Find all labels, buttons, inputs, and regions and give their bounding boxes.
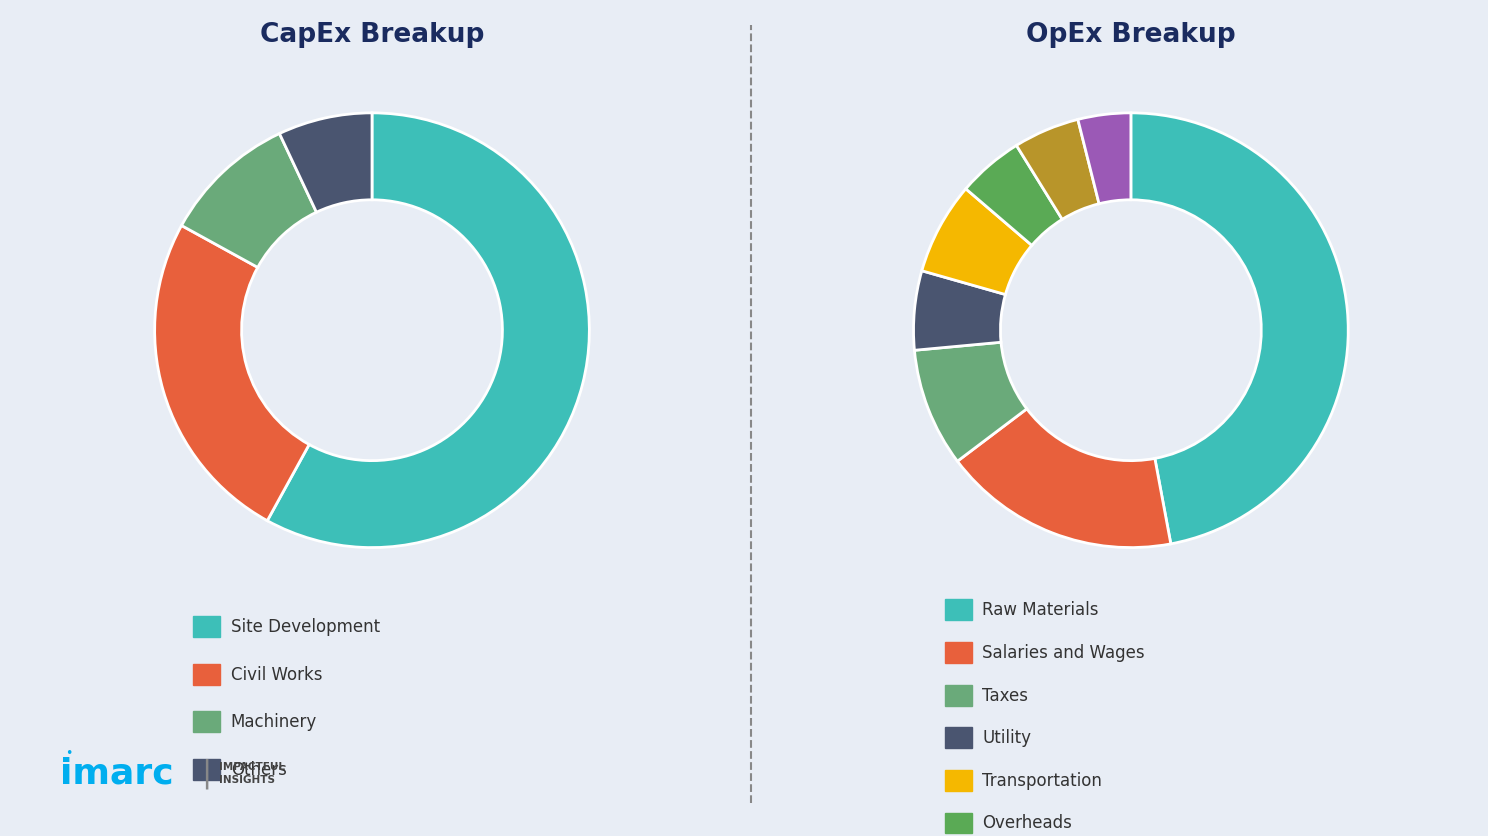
- Wedge shape: [914, 271, 1006, 350]
- Title: CapEx Breakup: CapEx Breakup: [260, 22, 484, 48]
- Wedge shape: [966, 145, 1062, 246]
- Wedge shape: [1131, 113, 1348, 544]
- Text: INSIGHTS: INSIGHTS: [219, 775, 275, 785]
- Text: Raw Materials: Raw Materials: [982, 601, 1098, 619]
- Wedge shape: [1077, 113, 1131, 204]
- Wedge shape: [957, 409, 1171, 548]
- Text: Machinery: Machinery: [231, 713, 317, 732]
- Text: Transportation: Transportation: [982, 772, 1103, 790]
- Text: Civil Works: Civil Works: [231, 665, 321, 684]
- Title: OpEx Breakup: OpEx Breakup: [1027, 22, 1235, 48]
- Text: imarc: imarc: [60, 757, 173, 790]
- Text: •: •: [65, 747, 71, 760]
- Text: Taxes: Taxes: [982, 686, 1028, 705]
- Text: Overheads: Overheads: [982, 814, 1071, 833]
- Wedge shape: [915, 342, 1027, 461]
- Text: Utility: Utility: [982, 729, 1031, 747]
- Text: |: |: [201, 758, 211, 788]
- Wedge shape: [1016, 120, 1100, 219]
- Text: Salaries and Wages: Salaries and Wages: [982, 644, 1144, 662]
- Text: Others: Others: [231, 761, 287, 779]
- Wedge shape: [155, 226, 310, 521]
- Wedge shape: [923, 189, 1031, 294]
- Wedge shape: [182, 134, 317, 268]
- Wedge shape: [280, 113, 372, 212]
- Text: IMPACTFUL: IMPACTFUL: [219, 762, 284, 772]
- Text: Site Development: Site Development: [231, 618, 379, 636]
- Wedge shape: [268, 113, 589, 548]
